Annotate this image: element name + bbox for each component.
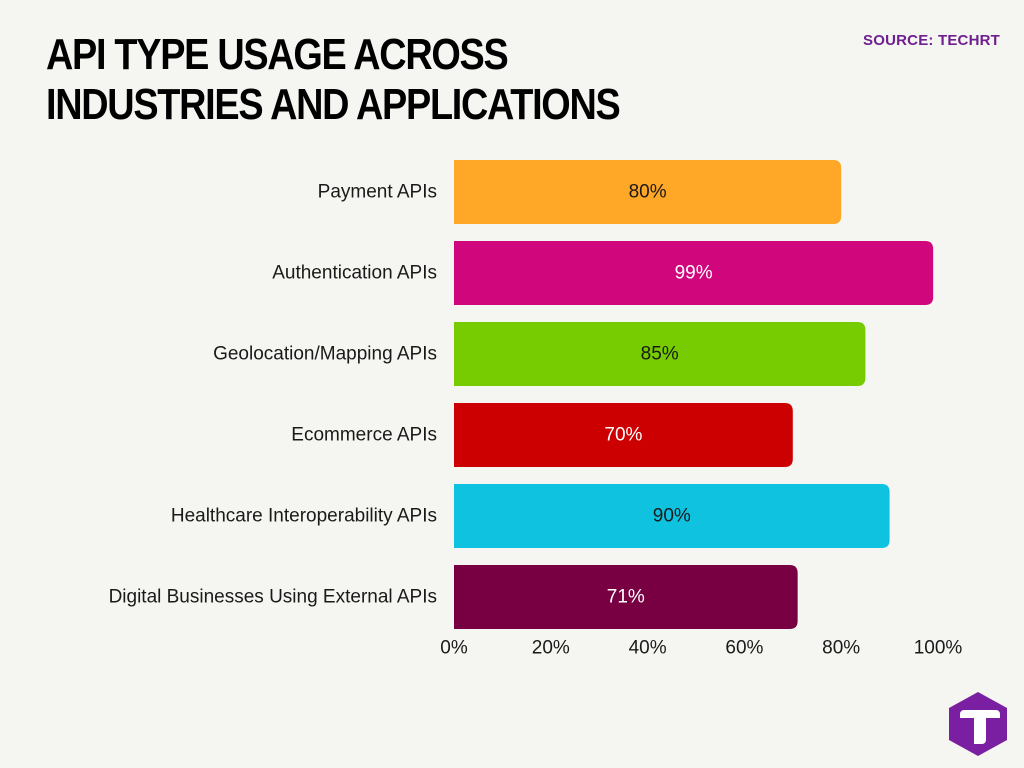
category-label-geolocation-mapping-apis: Geolocation/Mapping APIs (213, 344, 437, 365)
data-label-healthcare-interoperability-apis: 90% (653, 506, 691, 527)
source-credit: SOURCE: TECHRT (863, 32, 1000, 49)
data-label-ecommerce-apis: 70% (604, 425, 642, 446)
bar-geolocation-mapping-apis (454, 322, 866, 386)
x-tick-label-0: 0% (440, 638, 468, 659)
x-tick-label-80: 80% (822, 638, 860, 659)
bar-digital-businesses-using-external-apis (454, 565, 798, 629)
bar-healthcare-interoperability-apis (454, 484, 890, 548)
bar-payment-apis (454, 160, 842, 224)
x-tick-label-20: 20% (532, 638, 570, 659)
data-label-authentication-apis: 99% (675, 263, 713, 284)
category-label-digital-businesses-using-external-apis: Digital Businesses Using External APIs (109, 587, 437, 608)
data-label-geolocation-mapping-apis: 85% (641, 344, 679, 365)
x-tick-label-100: 100% (914, 638, 963, 659)
category-label-ecommerce-apis: Ecommerce APIs (291, 425, 437, 446)
data-label-payment-apis: 80% (629, 182, 667, 203)
bar-authentication-apis (454, 241, 934, 305)
bar-ecommerce-apis (454, 403, 793, 467)
category-label-healthcare-interoperability-apis: Healthcare Interoperability APIs (171, 506, 437, 527)
techrt-t-logo-icon (949, 692, 1007, 756)
data-label-digital-businesses-using-external-apis: 71% (607, 587, 645, 608)
category-label-authentication-apis: Authentication APIs (272, 263, 437, 284)
category-label-payment-apis: Payment APIs (318, 182, 437, 203)
x-tick-label-40: 40% (629, 638, 667, 659)
page-title: API TYPE USAGE ACROSS INDUSTRIES AND APP… (46, 30, 621, 129)
x-tick-label-60: 60% (725, 638, 763, 659)
